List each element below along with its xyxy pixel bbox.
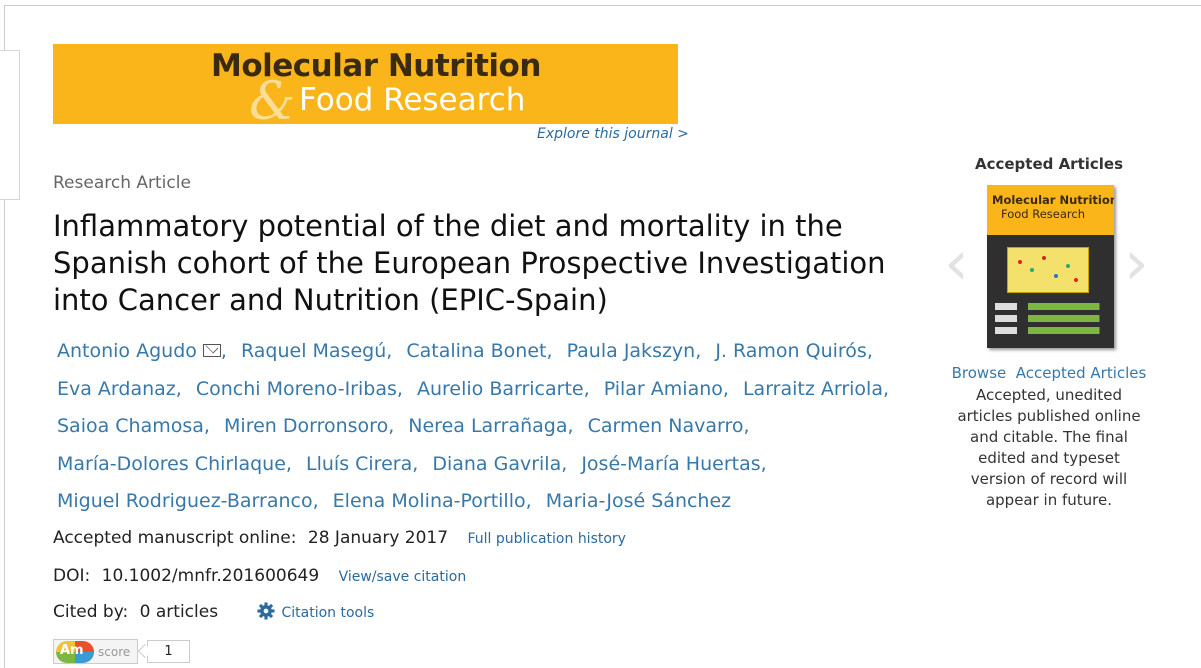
author-link[interactable]: Paula Jakszyn, — [566, 340, 702, 362]
cited-by-row: Cited by: 0 articles Citation tools — [53, 602, 374, 622]
cover-dot — [1054, 274, 1058, 278]
author-link[interactable]: Conchi Moreno-Iribas, — [195, 377, 403, 400]
cited-by-value[interactable]: 0 articles — [139, 602, 219, 622]
accepted-online-label: Accepted manuscript online: — [53, 528, 297, 548]
altmetric-donut-icon — [56, 641, 94, 663]
author-link[interactable]: Eva Ardanaz, — [57, 377, 182, 400]
author-link[interactable]: Miguel Rodriguez-Barranco, — [57, 490, 319, 512]
author-link[interactable]: Raquel Masegú, — [240, 340, 393, 362]
accepted-online-date: 28 January 2017 — [307, 528, 449, 548]
author-link[interactable]: Lluís Cirera, — [306, 452, 419, 475]
author-link[interactable]: Elena Molina-Portillo, — [332, 490, 532, 512]
author-link[interactable]: Maria-José Sánchez — [545, 490, 732, 512]
altmetric-logo-box: Am score — [53, 639, 138, 664]
page-frame — [4, 5, 1201, 668]
author-link[interactable]: María-Dolores Chirlaque, — [57, 452, 292, 475]
altmetric-score-value: 1 — [147, 640, 190, 663]
cover-dot — [1030, 268, 1034, 272]
cover-row — [995, 303, 1105, 310]
article-type: Research Article — [53, 173, 191, 193]
cover-dot — [1066, 264, 1070, 268]
gear-icon — [257, 602, 276, 620]
author-link[interactable]: Saioa Chamosa, — [57, 415, 210, 437]
altmetric-score-label: score — [98, 645, 131, 659]
cover-dot — [1074, 278, 1078, 282]
author-link[interactable]: Antonio Agudo, — [57, 340, 227, 362]
cover-header: Molecular Nutrition Food Research — [987, 185, 1114, 235]
author-link[interactable]: Miren Dorronsoro, — [224, 415, 395, 437]
article-title: Inflammatory potential of the diet and m… — [53, 209, 886, 317]
author-link[interactable]: José-María Huertas, — [581, 452, 767, 475]
citation-tools-button[interactable]: Citation tools — [257, 602, 375, 621]
doi-label: DOI: — [53, 566, 91, 586]
cover-rows-graphic — [995, 303, 1105, 339]
author-link[interactable]: Diana Gavrila, — [432, 452, 568, 475]
browse-accepted-articles-link[interactable]: Browse Accepted Articles — [951, 364, 1147, 382]
author-list: Antonio Agudo, Raquel Masegú, Catalina B… — [57, 333, 937, 521]
side-panel-tab[interactable] — [0, 50, 20, 200]
cover-plot-graphic — [1007, 247, 1089, 293]
accepted-articles-description: Accepted, unedited articles published on… — [957, 386, 1141, 509]
author-link[interactable]: Catalina Bonet, — [406, 340, 553, 362]
banner-ampersand: & — [249, 72, 296, 124]
publication-history-link[interactable]: Full publication history — [467, 531, 626, 547]
journal-banner[interactable]: & Molecular Nutrition Food Research — [53, 44, 678, 124]
cover-dot — [1042, 256, 1046, 260]
chevron-right-icon[interactable]: › — [1124, 226, 1149, 299]
altmetric-logo-text: Am — [60, 643, 84, 658]
accepted-online-row: Accepted manuscript online: 28 January 2… — [53, 528, 626, 548]
altmetric-badge[interactable]: Am score 1 — [53, 639, 190, 664]
author-link[interactable]: J. Ramon Quirós, — [715, 340, 873, 362]
view-save-citation-link[interactable]: View/save citation — [338, 569, 467, 585]
email-icon[interactable] — [202, 344, 221, 357]
author-link[interactable]: Larraitz Arriola, — [742, 377, 890, 400]
cover-dot — [1018, 260, 1022, 264]
banner-title-line1: Molecular Nutrition — [211, 48, 541, 84]
banner-title-line2: Food Research — [299, 82, 526, 118]
author-link[interactable]: Aurelio Barricarte, — [416, 377, 590, 400]
explore-journal-link[interactable]: Explore this journal > — [537, 126, 689, 142]
journal-cover-image[interactable]: Molecular Nutrition Food Research — [987, 185, 1114, 348]
chevron-left-icon[interactable]: ‹ — [944, 226, 969, 299]
author-link[interactable]: Pilar Amiano, — [603, 377, 729, 400]
cover-title-line1: Molecular Nutrition — [992, 193, 1114, 207]
cover-title-line2: Food Research — [1001, 207, 1085, 221]
cited-by-label: Cited by: — [53, 602, 129, 622]
cover-row — [995, 315, 1105, 322]
accepted-articles-heading: Accepted Articles — [974, 155, 1124, 173]
author-link[interactable]: Nerea Larrañaga, — [408, 415, 574, 437]
citation-tools-label: Citation tools — [281, 605, 375, 621]
author-link[interactable]: Carmen Navarro, — [587, 415, 750, 437]
doi-row: DOI: 10.1002/mnfr.201600649 View/save ci… — [53, 566, 466, 586]
doi-value[interactable]: 10.1002/mnfr.201600649 — [101, 566, 320, 586]
cover-row — [995, 327, 1105, 334]
